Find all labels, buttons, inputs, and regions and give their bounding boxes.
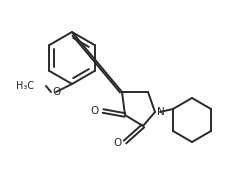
Text: N: N xyxy=(157,107,165,117)
Text: O: O xyxy=(114,138,122,148)
Text: O: O xyxy=(91,106,99,116)
Text: O: O xyxy=(52,87,60,97)
Text: H₃C: H₃C xyxy=(16,81,34,91)
